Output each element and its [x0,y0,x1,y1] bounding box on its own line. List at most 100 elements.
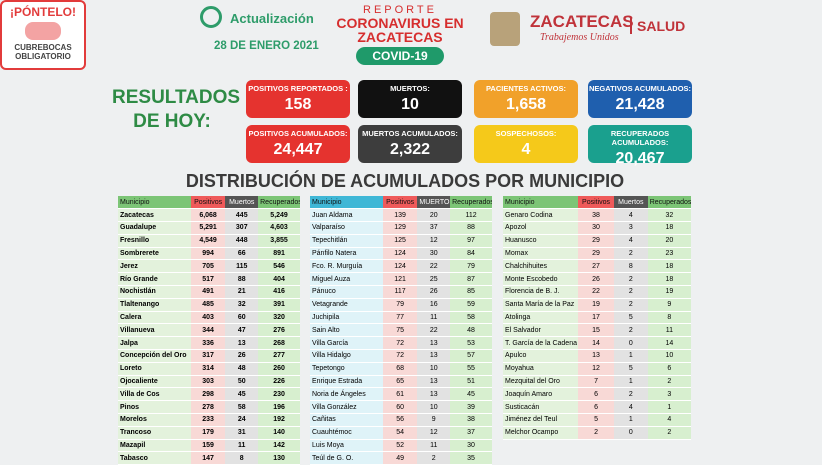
update-label: Actualización [230,11,314,26]
summary-card: RECUPERADOS ACUMULADOS: 20,467 [588,125,692,167]
cell-value: 35 [450,451,492,465]
cell-value: 23 [647,247,691,261]
cell-value: 1 [647,400,691,415]
cell-value: 233 [190,413,226,427]
cell-value: 344 [190,323,226,338]
data-row: Chalchihuites 27 8 18 [503,259,691,274]
cell-value: 26 [578,272,614,287]
municipality: Pánuco [310,285,383,299]
cell-value: 77 [382,311,418,325]
data-row: Jiménez del Teul 5 1 4 [503,413,691,427]
municipality: Teúl de G. O. [310,451,383,465]
cell-value: 298 [190,387,226,402]
data-row: Cañitas 56 9 38 [310,413,492,427]
cell-value: 112 [450,208,492,223]
municipality: Ojocaliente [118,375,191,389]
cell-value: 117 [382,285,418,299]
cell-value: 140 [258,426,300,440]
data-row: El Salvador 15 2 11 [503,323,691,338]
cell-value: 72 [382,336,418,351]
cell-value: 0 [613,426,648,440]
municipality: Miguel Auza [310,272,383,287]
card-label: MUERTOS ACUMULADOS: [362,129,458,138]
data-row: Luis Moya 52 11 30 [310,439,492,453]
cell-value: 30 [450,439,492,453]
cell-value: 30 [578,221,614,235]
cell-value: 29 [578,234,614,248]
cell-value: 65 [382,375,418,389]
cell-value: 416 [258,285,300,299]
cell-value: 38 [578,208,614,223]
column-header: Positivos [382,196,418,210]
cell-value: 6 [578,400,614,415]
cell-value: 2 [613,298,648,312]
cell-value: 31 [225,426,259,440]
cell-value: 4,603 [258,221,300,235]
data-row: Santa María de la Paz 19 2 9 [503,298,691,312]
cell-value: 491 [190,285,226,299]
cell-value: 26 [417,285,451,299]
cell-value: 59 [450,298,492,312]
cell-value: 1 [613,375,648,389]
municipality: Pinos [118,400,191,415]
municipality: Tepetongo [310,362,383,376]
data-row: Tepechitlán 125 12 97 [310,234,492,248]
cell-value: 277 [258,349,300,363]
cell-value: 97 [450,234,492,248]
cell-value: 307 [225,221,259,235]
data-row: Mezquital del Oro 7 1 2 [503,375,691,389]
cell-value: 121 [382,272,418,287]
data-row: Villa de Cos 298 45 230 [118,387,300,402]
cell-value: 30 [417,247,451,261]
cell-value: 124 [382,259,418,274]
card-label: POSITIVOS ACUMULADOS: [248,129,348,138]
cell-value: 5 [613,311,648,325]
cell-value: 994 [190,247,226,261]
municipality: Atolinga [503,311,579,325]
cell-value: 79 [382,298,418,312]
cell-value: 17 [578,311,614,325]
data-row: Tabasco 147 8 130 [118,451,300,465]
cell-value: 336 [190,336,226,351]
data-row: Melchor Ocampo 2 0 2 [503,426,691,440]
card-label: MUERTOS: [390,84,430,93]
column-header: Recuperados [258,196,300,210]
report-heading: CORONAVIRUS EN ZACATECAS [336,15,464,45]
municipality: Momax [503,247,579,261]
cell-value: 13 [225,336,259,351]
cell-value: 85 [450,285,492,299]
cell-value: 196 [258,400,300,415]
cell-value: 22 [417,323,451,338]
cell-value: 25 [417,272,451,287]
cell-value: 3 [647,387,691,402]
cell-value: 230 [258,387,300,402]
data-row: Genaro Codina 38 4 32 [503,208,691,223]
cell-value: 38 [450,413,492,427]
cell-value: 10 [647,349,691,363]
cell-value: 445 [225,208,259,223]
data-row: Florencia de B. J. 22 2 19 [503,285,691,299]
cell-value: 278 [190,400,226,415]
data-row: Ojocaliente 303 50 226 [118,375,300,389]
data-row: Zacatecas 6,068 445 5,249 [118,208,300,223]
cell-value: 226 [258,375,300,389]
mask-icon [25,22,61,40]
municipality: Apozol [503,221,579,235]
cell-value: 268 [258,336,300,351]
municipality: Mazapil [118,439,191,453]
cell-value: 26 [225,349,259,363]
cell-value: 485 [190,298,226,312]
cell-value: 5,291 [190,221,226,235]
cell-value: 517 [190,272,226,287]
data-row: Villanueva 344 47 276 [118,323,300,338]
cell-value: 303 [190,375,226,389]
cell-value: 53 [450,336,492,351]
card-value: 20,467 [615,150,665,167]
cell-value: 11 [647,323,691,338]
data-row: Fresnillo 4,549 448 3,855 [118,234,300,248]
data-row: Tepetongo 68 10 55 [310,362,492,376]
cell-value: 11 [225,439,259,453]
card-value: 4 [521,141,531,158]
column-header: Municipio [310,196,383,210]
cell-value: 10 [417,400,451,415]
